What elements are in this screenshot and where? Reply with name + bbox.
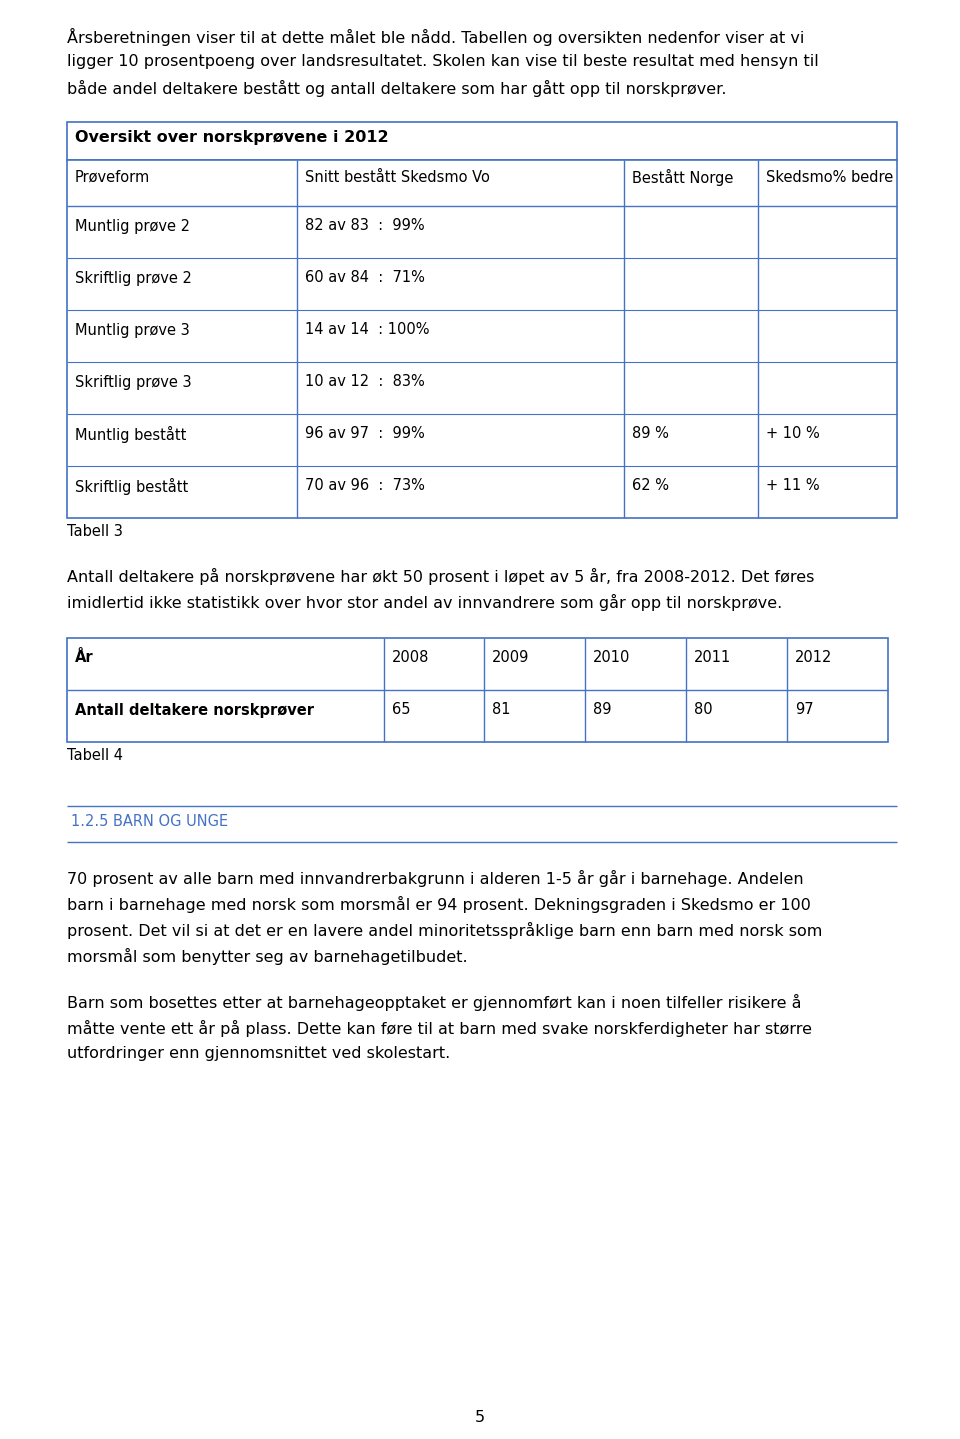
Text: måtte vente ett år på plass. Dette kan føre til at barn med svake norskferdighet: måtte vente ett år på plass. Dette kan f… (67, 1020, 812, 1038)
Text: Skriftlig bestått: Skriftlig bestått (75, 478, 188, 495)
Text: utfordringer enn gjennomsnittet ved skolestart.: utfordringer enn gjennomsnittet ved skol… (67, 1046, 450, 1061)
Text: Barn som bosettes etter at barnehageopptaket er gjennomført kan i noen tilfeller: Barn som bosettes etter at barnehageoppt… (67, 994, 802, 1012)
Text: 2009: 2009 (492, 650, 529, 665)
Text: 96 av 97  :  99%: 96 av 97 : 99% (305, 426, 424, 442)
Text: 89: 89 (593, 702, 612, 718)
Text: + 10 %: + 10 % (766, 426, 820, 442)
Text: 1.2.5 BARN OG UNGE: 1.2.5 BARN OG UNGE (71, 814, 228, 829)
Text: både andel deltakere bestått og antall deltakere som har gått opp til norskprøve: både andel deltakere bestått og antall d… (67, 81, 727, 96)
Text: Muntlig prøve 3: Muntlig prøve 3 (75, 322, 190, 338)
Text: Skriftlig prøve 3: Skriftlig prøve 3 (75, 374, 192, 390)
Text: 62 %: 62 % (632, 479, 669, 494)
Text: 70 av 96  :  73%: 70 av 96 : 73% (305, 479, 425, 494)
Text: Antall deltakere norskprøver: Antall deltakere norskprøver (75, 702, 314, 718)
Text: morsmål som benytter seg av barnehagetilbudet.: morsmål som benytter seg av barnehagetil… (67, 948, 468, 966)
Text: 65: 65 (392, 702, 411, 718)
Text: Snitt bestått Skedsmo Vo: Snitt bestått Skedsmo Vo (305, 170, 490, 184)
Text: barn i barnehage med norsk som morsmål er 94 prosent. Dekningsgraden i Skedsmo e: barn i barnehage med norsk som morsmål e… (67, 896, 811, 912)
Text: 80: 80 (694, 702, 712, 718)
Text: Bestått Norge: Bestått Norge (632, 168, 733, 186)
Text: Antall deltakere på norskprøvene har økt 50 prosent i løpet av 5 år, fra 2008-20: Antall deltakere på norskprøvene har økt… (67, 568, 814, 586)
Text: 10 av 12  :  83%: 10 av 12 : 83% (305, 374, 424, 390)
Text: Skedsmo% bedre: Skedsmo% bedre (766, 170, 893, 184)
Text: imidlertid ikke statistikk over hvor stor andel av innvandrere som går opp til n: imidlertid ikke statistikk over hvor sto… (67, 594, 782, 612)
Text: 89 %: 89 % (632, 426, 669, 442)
Text: Tabell 3: Tabell 3 (67, 524, 123, 540)
Bar (67, 637, 888, 743)
Text: 14 av 14  : 100%: 14 av 14 : 100% (305, 322, 429, 338)
Text: Prøveform: Prøveform (75, 170, 151, 184)
Text: 97: 97 (795, 702, 814, 718)
Text: 2010: 2010 (593, 650, 631, 665)
Bar (67, 122, 897, 160)
Text: Skriftlig prøve 2: Skriftlig prøve 2 (75, 271, 192, 285)
Text: 70 prosent av alle barn med innvandrerbakgrunn i alderen 1-5 år går i barnehage.: 70 prosent av alle barn med innvandrerba… (67, 871, 804, 886)
Text: 60 av 84  :  71%: 60 av 84 : 71% (305, 271, 425, 285)
Text: År: År (75, 650, 94, 665)
Text: 82 av 83  :  99%: 82 av 83 : 99% (305, 219, 424, 233)
Text: + 11 %: + 11 % (766, 479, 820, 494)
Text: 5: 5 (475, 1410, 485, 1425)
Text: Muntlig bestått: Muntlig bestått (75, 426, 186, 443)
Text: 2008: 2008 (392, 650, 429, 665)
Text: 2011: 2011 (694, 650, 732, 665)
Text: 81: 81 (492, 702, 511, 718)
Text: Tabell 4: Tabell 4 (67, 748, 123, 763)
Text: prosent. Det vil si at det er en lavere andel minoritetsspråklige barn enn barn : prosent. Det vil si at det er en lavere … (67, 922, 823, 940)
Text: Oversikt over norskprøvene i 2012: Oversikt over norskprøvene i 2012 (75, 130, 389, 145)
Text: Årsberetningen viser til at dette målet ble nådd. Tabellen og oversikten nedenfo: Årsberetningen viser til at dette målet … (67, 27, 804, 46)
Bar (67, 160, 897, 518)
Text: ligger 10 prosentpoeng over landsresultatet. Skolen kan vise til beste resultat : ligger 10 prosentpoeng over landsresulta… (67, 55, 819, 69)
Text: Muntlig prøve 2: Muntlig prøve 2 (75, 219, 190, 233)
Text: 2012: 2012 (795, 650, 832, 665)
